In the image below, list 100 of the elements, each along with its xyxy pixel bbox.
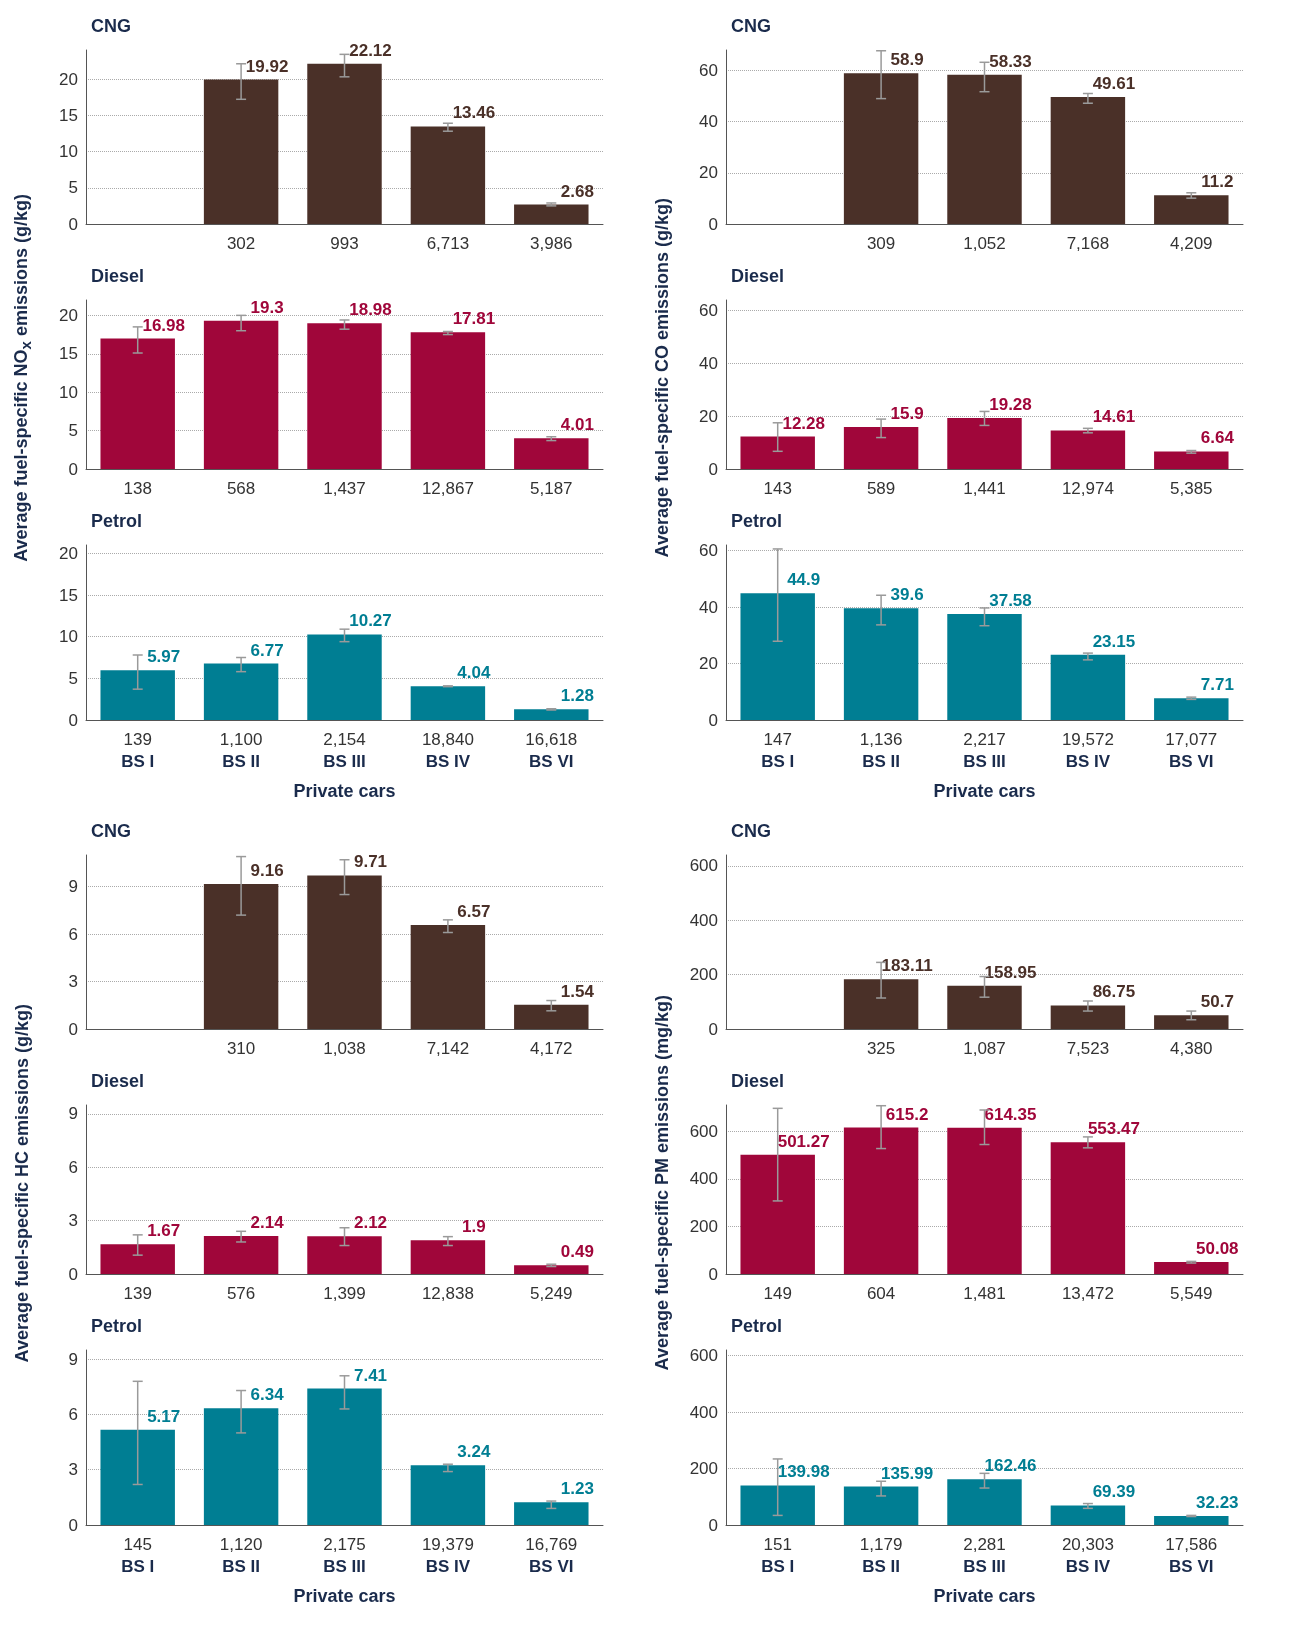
x-tick-label: 1,481 — [963, 1283, 1006, 1303]
x-tick-label: 2,175 BS III — [323, 1534, 366, 1576]
bar — [1154, 195, 1229, 224]
data-label: 58.33 — [989, 51, 1032, 71]
x-tick-label: 145 BS I — [121, 1534, 155, 1576]
bar — [843, 1486, 919, 1525]
chart-title: Diesel — [731, 266, 785, 286]
y-tick-label: 400 — [689, 910, 718, 930]
y-tick-label: 5 — [68, 421, 78, 441]
x-tick-label: 5,249 — [530, 1283, 573, 1303]
y-axis-title: Average fuel-specific HC emissions (g/kg) — [11, 1003, 33, 1363]
bar — [1154, 698, 1229, 720]
x-tick-label: 1,100 BS II — [219, 729, 263, 771]
bar — [1050, 1142, 1126, 1274]
bar — [843, 427, 919, 469]
x-tick-label: 1,087 — [963, 1038, 1006, 1058]
y-tick-label: 40 — [699, 353, 718, 373]
y-tick-label: 0 — [708, 710, 718, 730]
y-tick-label: 60 — [699, 60, 718, 80]
bar — [1050, 97, 1126, 224]
x-tick-label: 19,572 BS IV — [1061, 729, 1114, 771]
y-tick-label: 0 — [68, 214, 78, 234]
bar — [740, 436, 815, 469]
data-label: 10.27 — [349, 611, 392, 631]
y-tick-label: 10 — [59, 382, 78, 402]
x-tick-label: 147 BS I — [761, 729, 795, 771]
x-tick-label: 16,769 BS VI — [525, 1534, 578, 1576]
bar — [514, 1004, 589, 1029]
bar — [514, 438, 589, 469]
data-label: 9.16 — [250, 861, 284, 881]
data-label: 6.34 — [250, 1385, 285, 1405]
y-tick-label: 5 — [68, 668, 78, 688]
data-label: 50.7 — [1200, 992, 1234, 1012]
x-tick-label: 19,379 BS IV — [421, 1534, 474, 1576]
chart-title: CNG — [731, 821, 771, 841]
y-axis-title: Average fuel-specific CO emissions (g/kg) — [651, 198, 673, 558]
data-label: 86.75 — [1092, 982, 1136, 1002]
bar — [514, 1502, 589, 1525]
y-tick-label: 400 — [689, 1402, 718, 1422]
y-tick-label: 0 — [68, 710, 78, 730]
bar — [307, 875, 382, 1029]
data-label: 5.97 — [147, 647, 181, 667]
data-label: 2.68 — [560, 181, 594, 201]
chart-title: Diesel — [731, 1071, 785, 1091]
x-tick-label: 12,974 — [1061, 478, 1114, 498]
bar — [203, 79, 279, 224]
bar — [307, 63, 382, 224]
data-label: 3.24 — [457, 1442, 491, 1462]
data-label: 69.39 — [1092, 1482, 1136, 1502]
bar — [1154, 1515, 1229, 1525]
data-label: 9.71 — [353, 852, 388, 872]
x-tick-label: 1,179 BS II — [859, 1534, 903, 1576]
y-tick-label: 20 — [59, 543, 78, 563]
bar — [203, 663, 279, 720]
y-tick-label: 0 — [68, 459, 78, 479]
data-label: 135.99 — [881, 1463, 934, 1483]
data-label: 7.41 — [353, 1365, 388, 1385]
y-tick-label: 15 — [59, 344, 78, 364]
bar — [203, 1408, 279, 1525]
bar — [410, 1240, 486, 1274]
x-tick-label: 5,549 — [1170, 1283, 1213, 1303]
y-tick-label: 0 — [68, 1515, 78, 1535]
bar — [947, 418, 1022, 469]
bar — [100, 338, 175, 469]
y-tick-label: 10 — [59, 142, 78, 161]
data-label: 23.15 — [1092, 631, 1136, 651]
y-tick-label: 3 — [68, 1460, 78, 1480]
y-tick-label: 60 — [699, 301, 718, 321]
bar — [100, 1244, 175, 1274]
y-tick-label: 9 — [68, 1104, 78, 1124]
data-label: 18.98 — [349, 300, 392, 320]
bar — [410, 1465, 486, 1525]
x-tick-label: 302 — [226, 233, 256, 253]
x-tick-label: 1,052 — [963, 233, 1006, 253]
x-tick-label: 151 BS I — [761, 1534, 795, 1576]
data-label: 139.98 — [777, 1462, 830, 1482]
y-tick-label: 9 — [68, 1349, 78, 1369]
y-tick-label: 200 — [689, 1216, 718, 1236]
x-tick-label: 4,172 — [530, 1038, 573, 1058]
data-label: 39.6 — [890, 585, 924, 605]
y-tick-label: 3 — [68, 1211, 78, 1231]
y-tick-label: 10 — [59, 627, 78, 647]
chart-title: CNG — [91, 16, 131, 36]
x-tick-label: 143 — [763, 478, 792, 498]
y-tick-label: 20 — [699, 406, 718, 426]
data-label: 158.95 — [984, 962, 1037, 982]
x-tick-label: 604 — [866, 1283, 896, 1303]
x-tick-label: 18,840 BS IV — [421, 729, 474, 771]
data-label: 15.9 — [890, 404, 924, 424]
x-tick-label: 3,986 — [530, 233, 573, 253]
bar — [947, 74, 1022, 224]
data-label: 19.92 — [245, 56, 289, 76]
bar — [1154, 1015, 1229, 1029]
bar — [203, 884, 279, 1029]
data-label: 2.12 — [353, 1213, 388, 1233]
y-tick-label: 6 — [68, 1157, 78, 1177]
data-label: 50.08 — [1196, 1239, 1239, 1259]
x-tick-label: 993 — [330, 233, 359, 253]
data-label: 553.47 — [1087, 1119, 1140, 1139]
bar — [410, 126, 486, 224]
